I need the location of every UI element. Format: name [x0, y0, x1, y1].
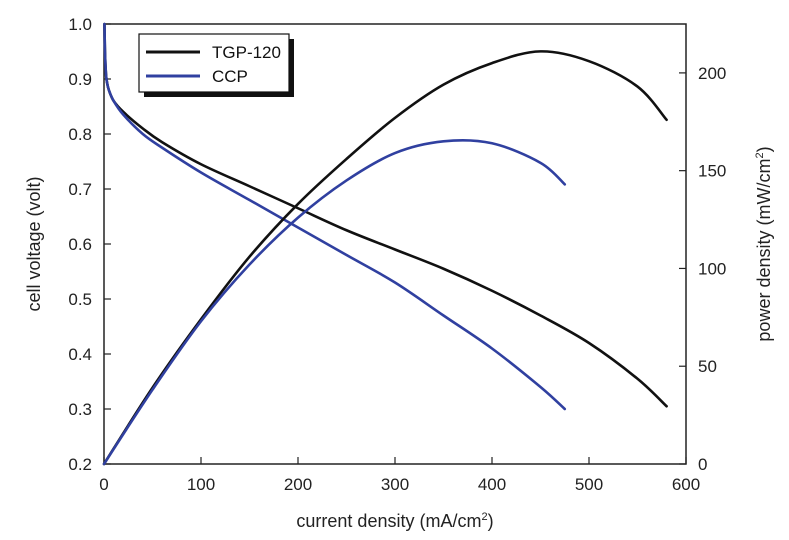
x-tick-label: 300	[381, 475, 409, 494]
x-tick-label: 500	[575, 475, 603, 494]
y-right-axis-title: power density (mW/cm2)	[754, 146, 774, 341]
y-left-tick-label: 0.5	[68, 290, 92, 309]
legend-label-ccp: CCP	[212, 67, 248, 86]
y-left-tick-label: 0.7	[68, 180, 92, 199]
series-line-tgp-120-power	[102, 50, 668, 466]
y-left-axis-ticks: 0.2 0.3 0.4 0.5 0.6 0.7 0.8 0.9 1.0	[68, 15, 111, 474]
y-left-axis-title: cell voltage (volt)	[24, 176, 44, 311]
y-left-tick-label: 0.9	[68, 70, 92, 89]
y-left-tick-label: 0.3	[68, 400, 92, 419]
y-left-tick-label: 0.8	[68, 125, 92, 144]
y-right-axis-ticks: 0 50 100 150 200	[679, 64, 726, 474]
series-layer	[102, 22, 668, 466]
y-left-tick-label: 1.0	[68, 15, 92, 34]
x-tick-label: 200	[284, 475, 312, 494]
x-axis-ticks: 0 100 200 300 400 500 600	[99, 457, 700, 494]
y-right-tick-label: 150	[698, 162, 726, 181]
y-left-tick-label: 0.4	[68, 345, 92, 364]
y-right-tick-label: 50	[698, 357, 717, 376]
y-left-tick-label: 0.2	[68, 455, 92, 474]
x-tick-label: 0	[99, 475, 108, 494]
legend: TGP-120 CCP	[138, 33, 294, 97]
x-axis-title: current density (mA/cm2)	[296, 511, 493, 531]
x-tick-label: 600	[672, 475, 700, 494]
series-line-ccp-power	[102, 138, 567, 466]
x-tick-label: 100	[187, 475, 215, 494]
y-left-tick-label: 0.6	[68, 235, 92, 254]
y-right-tick-label: 0	[698, 455, 707, 474]
x-tick-label: 400	[478, 475, 506, 494]
legend-label-tgp: TGP-120	[212, 43, 281, 62]
legend-box	[138, 33, 290, 93]
y-right-tick-label: 100	[698, 259, 726, 278]
series-line-ccp-voltage	[103, 22, 567, 411]
y-right-tick-label: 200	[698, 64, 726, 83]
